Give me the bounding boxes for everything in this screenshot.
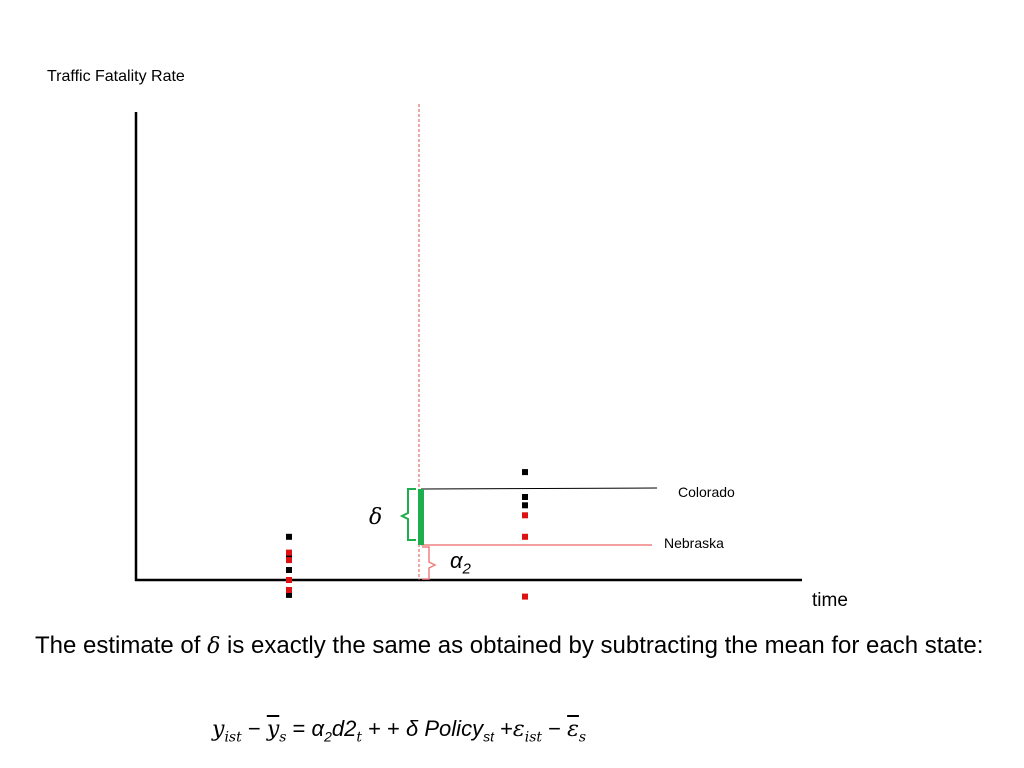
colorado-point-4	[522, 469, 528, 476]
alpha-brace	[422, 546, 437, 580]
eq-plus-eps: +	[493, 716, 513, 741]
eq-equals: =	[286, 716, 312, 741]
eq-alpha-sub: 2	[324, 728, 332, 745]
eq-minus2: −	[542, 716, 568, 741]
colorado-point-3	[286, 591, 292, 598]
colorado-point-5	[522, 494, 528, 500]
y-axis-label: Traffic Fatality Rate	[47, 68, 185, 85]
alpha-subscript: 2	[462, 560, 471, 578]
statement-text: The estimate of δ is exactly the same as…	[35, 631, 1005, 662]
nebraska-point-0	[286, 549, 292, 556]
eq-y: y	[212, 717, 225, 742]
x-axis-label: time	[812, 590, 848, 611]
colorado-point-2	[286, 567, 292, 573]
eq-policy-sub: st	[483, 728, 494, 745]
statement-part1: The estimate of	[35, 632, 208, 659]
alpha-symbol: α	[450, 548, 463, 573]
eq-alpha: α	[311, 716, 325, 741]
eq-minus1: −	[241, 716, 267, 741]
eq-ybar-sub: s	[279, 729, 287, 746]
colorado-point-6	[522, 502, 528, 509]
nebraska-point-5	[522, 533, 528, 540]
eq-d2-sub: t	[356, 729, 362, 746]
eq-epsbar-sub: s	[578, 729, 587, 746]
eq-ybar: y	[266, 717, 280, 742]
nebraska-point-2	[286, 577, 292, 583]
statement-part2: is exactly the same as obtained by subtr…	[220, 632, 984, 659]
nebraska-point-4	[522, 512, 528, 519]
eq-eps: ε	[512, 717, 525, 742]
colorado-reference-line	[420, 487, 658, 490]
colorado-label: Colorado	[678, 484, 735, 500]
delta-brace	[399, 488, 416, 541]
eq-eps-sub: ist	[524, 729, 543, 746]
nebraska-point-1	[286, 557, 292, 564]
eq-y-sub: ist	[224, 729, 242, 746]
statement-delta: δ	[207, 634, 221, 659]
eq-plus-terms: + +	[361, 716, 407, 741]
eq-delta: δ	[406, 716, 419, 741]
colorado-point-0	[286, 533, 292, 540]
eq-epsbar: ε	[567, 717, 579, 742]
nebraska-label: Nebraska	[664, 535, 724, 551]
equation: yist − ys = α2d2t + + δ Policyst +εist −…	[212, 716, 586, 745]
data-points	[286, 469, 528, 600]
delta-bar	[418, 489, 424, 545]
alpha-annotation: α2	[450, 548, 471, 577]
eq-policy: Policy	[418, 716, 484, 741]
delta-annotation: δ	[369, 505, 383, 530]
nebraska-point-6	[522, 593, 528, 600]
nebraska-point-3	[286, 587, 292, 593]
eq-d2: d2	[331, 716, 357, 741]
